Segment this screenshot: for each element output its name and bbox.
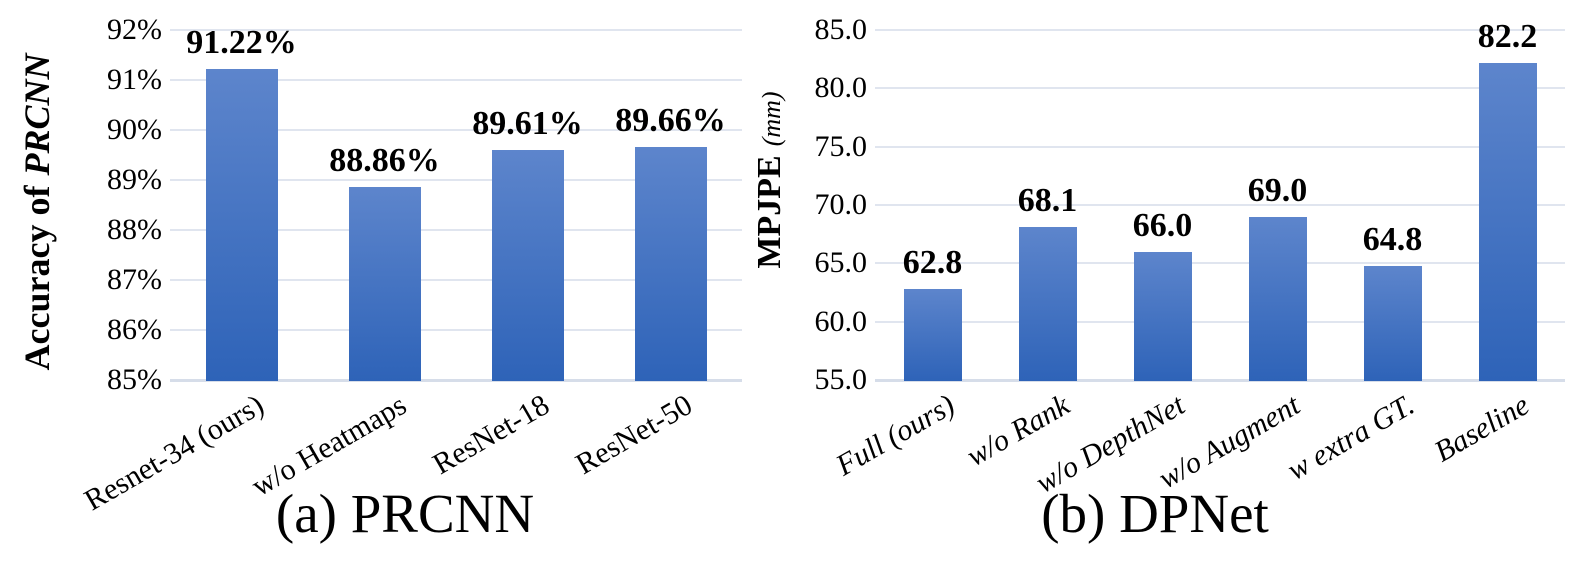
panel-b-category-label-0: Full (ours): [830, 388, 960, 483]
panel-b-gridline-60.0: [875, 320, 1565, 323]
panel-a-value-label-1: 88.86%: [329, 142, 440, 179]
panel-a-gridline-86%: [170, 329, 742, 331]
y-axis-title-text: Accuracy of: [17, 185, 57, 371]
panel-b-ytick-55.0: 55.0: [814, 363, 868, 396]
panel-b-bar-3: [1248, 216, 1307, 381]
panel-b-value-label-5: 82.2: [1477, 17, 1538, 55]
panel-a-value-label-3: 89.66%: [615, 102, 726, 139]
panel-b-value-label-0: 62.8: [902, 244, 963, 281]
panel-a-ytick-89%: 89%: [107, 163, 162, 196]
panel-a-value-label-0: 91.22%: [186, 24, 297, 61]
panel-b-ytick-70.0: 70.0: [814, 188, 868, 221]
panel-a-ytick-85%: 85%: [107, 363, 162, 396]
y-axis-title-emphasis: PRCNN: [17, 53, 57, 176]
panel-b-gridline-70.0: [875, 204, 1565, 206]
caption-panel-b: (b) DPNet: [1041, 483, 1269, 544]
panel-b-bar-2: [1133, 251, 1192, 381]
panel-a-gridline-89%: [170, 179, 742, 181]
panel-a-category-label-3: ResNet-50: [570, 388, 698, 482]
panel-a-bar-0: [205, 69, 278, 381]
panel-b-category-label-5: Baseline: [1429, 388, 1535, 469]
panel-a-gridline-92%: [170, 29, 742, 31]
panel-b-gridline-75.0: [875, 145, 1565, 148]
panel-b-gridline-65.0: [875, 262, 1565, 265]
panel-a-bar-2: [491, 149, 564, 381]
y-axis-title-accuracy-prcnn: Accuracy of PRCNN: [17, 53, 57, 371]
panel-a-x-axis-line: [170, 379, 742, 382]
panel-b-ytick-65.0: 65.0: [814, 246, 868, 280]
panel-b-gridline-80.0: [875, 87, 1565, 90]
caption-panel-a: (a) PRCNN: [275, 483, 535, 544]
panel-b-bar-4: [1363, 265, 1422, 381]
panel-a-value-label-2: 89.61%: [472, 104, 583, 142]
panel-a-gridline-87%: [170, 279, 742, 281]
panel-a-bar-3: [634, 147, 707, 381]
panel-b-ytick-75.0: 75.0: [814, 129, 868, 163]
panel-b-value-label-4: 64.8: [1362, 220, 1423, 258]
panel-b-value-label-3: 69.0: [1247, 171, 1308, 209]
panel-a-bar-1: [348, 187, 421, 381]
panel-a-ytick-86%: 86%: [107, 313, 162, 346]
panel-b-value-label-1: 68.1: [1017, 182, 1078, 220]
panel-b-bar-1: [1018, 227, 1077, 381]
panel-b-category-label-4: w extra GT.: [1282, 388, 1420, 487]
panel-a-category-label-0: Resnet-34 (ours): [78, 388, 270, 518]
panel-b-value-label-2: 66.0: [1132, 206, 1193, 244]
panel-a-gridline-88%: [170, 229, 742, 231]
panel-b-ytick-80.0: 80.0: [814, 71, 868, 105]
panel-b-x-axis-line: [875, 379, 1565, 382]
panel-a-ytick-91%: 91%: [107, 63, 162, 96]
panel-a-gridline-90%: [170, 129, 742, 131]
panel-b-bar-5: [1478, 62, 1537, 381]
panel-a-ytick-92%: 92%: [107, 13, 162, 46]
panel-b-ytick-85.0: 85.0: [814, 13, 868, 46]
panel-a-category-label-2: ResNet-18: [427, 388, 555, 482]
panel-a-ytick-88%: 88%: [107, 213, 162, 246]
panel-b-gridline-85.0: [875, 29, 1565, 31]
panel-a-gridline-91%: [170, 79, 742, 81]
panel-b-ytick-60.0: 60.0: [814, 304, 868, 338]
panel-b-bar-0: [903, 289, 962, 381]
panel-a-ytick-90%: 90%: [107, 113, 162, 146]
panel-a-ytick-87%: 87%: [107, 263, 162, 296]
